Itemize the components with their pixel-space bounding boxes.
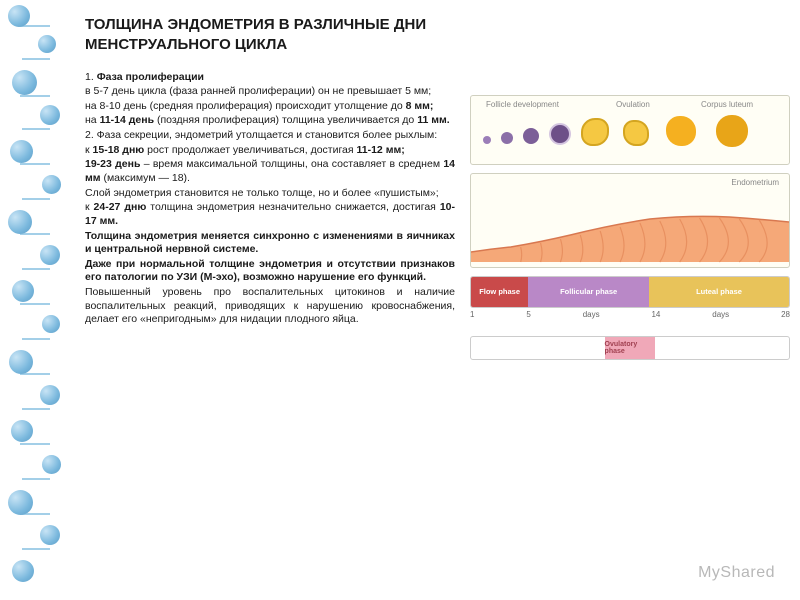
days-axis: 1 5 days 14 days 28	[470, 310, 790, 330]
label-corpus-luteum: Corpus luteum	[701, 100, 753, 109]
endometrium-tissue	[471, 207, 789, 267]
corpus-luteum-1	[666, 116, 696, 146]
phase-bar: Flow phase Follicular phase Luteal phase	[470, 276, 790, 308]
p11: Даже при нормальной толщине эндометрия и…	[85, 258, 455, 285]
corpus-luteum-2	[716, 115, 748, 147]
p8: Слой эндометрия становится не только тол…	[85, 187, 455, 201]
dna-decoration	[0, 0, 75, 600]
p7: 19-23 день – время максимальной толщины,…	[85, 158, 455, 185]
days-label-2: days	[712, 310, 729, 330]
follicle-6-ovulation	[623, 120, 649, 146]
ovulatory-phase-row: Ovulatory phase	[470, 336, 790, 360]
days-label: days	[583, 310, 600, 330]
p9: к 24-27 дню толщина эндометрия незначите…	[85, 201, 455, 228]
label-endometrium: Endometrium	[731, 178, 779, 187]
label-ovulation: Ovulation	[616, 100, 650, 109]
slide-title: ТОЛЩИНА ЭНДОМЕТРИЯ В РАЗЛИЧНЫЕ ДНИ МЕНСТ…	[85, 15, 785, 56]
phase-flow: Flow phase	[471, 277, 528, 307]
p10: Толщина эндометрия меняется синхронно с …	[85, 230, 455, 257]
follicle-development-row: Follicle development Ovulation Corpus lu…	[470, 95, 790, 165]
watermark: MyShared	[698, 564, 775, 582]
follicle-2	[501, 132, 513, 144]
day-1: 1	[470, 310, 474, 330]
follicle-5	[581, 118, 609, 146]
endometrium-row: Endometrium	[470, 173, 790, 268]
label-follicle-dev: Follicle development	[486, 100, 559, 109]
follicle-3	[523, 128, 539, 144]
p4: на 11-14 день (поздняя пролиферация) тол…	[85, 114, 455, 128]
p12: Повышенный уровень про воспалительных ци…	[85, 286, 455, 327]
ovulatory-phase-band: Ovulatory phase	[605, 337, 656, 359]
day-5: 5	[526, 310, 530, 330]
title-line-1: ТОЛЩИНА ЭНДОМЕТРИЯ В РАЗЛИЧНЫЕ ДНИ	[85, 16, 426, 33]
p3: на 8-10 день (средняя пролиферация) прои…	[85, 100, 455, 114]
follicle-1	[483, 136, 491, 144]
title-line-2: МЕНСТРУАЛЬНОГО ЦИКЛА	[85, 36, 287, 53]
phase-follicular: Follicular phase	[528, 277, 649, 307]
cycle-diagram: Follicle development Ovulation Corpus lu…	[470, 95, 790, 395]
p6: к 15-18 дню рост продолжает увеличиватьс…	[85, 144, 455, 158]
p5: 2. Фаза секреции, эндометрий утолщается …	[85, 129, 455, 143]
p2: в 5-7 день цикла (фаза ранней пролиферац…	[85, 85, 455, 99]
day-28: 28	[781, 310, 790, 330]
p1: 1. Фаза пролиферации	[85, 71, 204, 83]
body-text: 1. Фаза пролиферации в 5-7 день цикла (ф…	[85, 71, 455, 328]
day-14: 14	[651, 310, 660, 330]
follicle-4	[549, 123, 571, 145]
phase-luteal: Luteal phase	[649, 277, 789, 307]
